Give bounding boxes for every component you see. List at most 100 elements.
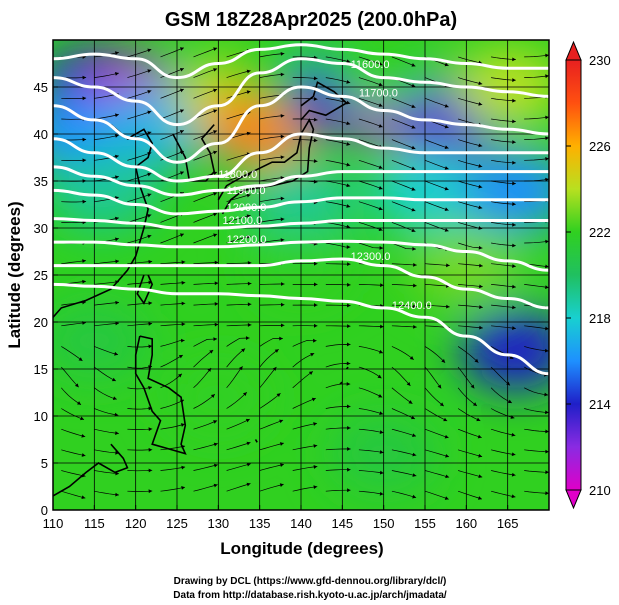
wind-arrowhead [247, 302, 252, 307]
wind-streamline [259, 197, 285, 203]
wind-arrowhead [246, 441, 251, 446]
wind-arrowhead [346, 204, 351, 208]
wind-arrowhead [478, 102, 483, 106]
wind-streamline [524, 408, 549, 413]
wind-streamline [226, 391, 248, 409]
wind-arrowhead [78, 357, 83, 361]
wind-streamline [94, 449, 119, 454]
wind-streamline [292, 97, 318, 100]
wind-arrowhead [213, 420, 218, 424]
wind-arrowhead [412, 433, 416, 437]
wind-streamline [325, 139, 351, 146]
wind-streamline [457, 56, 483, 64]
wind-arrowhead [81, 453, 86, 457]
wind-arrowhead [478, 205, 483, 210]
wind-streamline [524, 346, 549, 352]
wind-streamline [259, 366, 277, 389]
wind-arrowhead [545, 136, 549, 141]
coastline [136, 274, 154, 305]
wind-streamline [94, 366, 117, 382]
contour-label: 11800.0 [218, 169, 257, 181]
wind-streamline [391, 304, 417, 307]
colorbar-tick-label: 226 [589, 139, 611, 154]
wind-streamline [358, 242, 384, 249]
wind-streamline [94, 322, 120, 327]
wind-arrowhead [545, 264, 549, 269]
wind-streamline [94, 114, 119, 120]
wind-arrowhead [280, 51, 285, 56]
wind-arrowhead [214, 260, 219, 265]
wind-streamline [127, 193, 152, 203]
wind-streamline [61, 428, 86, 438]
wind-arrowhead [114, 412, 119, 417]
wind-streamline [457, 159, 483, 168]
wind-streamline [160, 423, 185, 430]
wind-streamline [391, 97, 416, 108]
wind-streamline [61, 449, 86, 457]
wind-streamline [424, 97, 449, 108]
wind-arrowhead [82, 137, 87, 142]
wind-arrowhead [512, 140, 516, 144]
wind-streamline [94, 155, 119, 161]
wind-arrowhead [347, 324, 351, 329]
wind-arrowhead [148, 301, 153, 306]
wind-arrowhead [512, 181, 516, 186]
wind-streamline [127, 469, 153, 472]
wind-arrowhead [378, 186, 383, 190]
wind-streamline [524, 54, 549, 58]
wind-arrowhead [445, 453, 449, 458]
wind-streamline [358, 325, 384, 328]
wind-arrowhead [246, 131, 251, 136]
wind-arrowhead [82, 279, 86, 284]
wind-arrowhead [313, 159, 318, 163]
wind-arrowhead [247, 323, 252, 327]
wind-arrowhead [280, 72, 285, 77]
wind-streamline [358, 97, 383, 107]
wind-arrowhead [545, 285, 549, 290]
wind-arrowhead [378, 165, 383, 169]
wind-streamline [358, 387, 383, 398]
wind-streamline [94, 387, 117, 400]
wind-streamline [94, 490, 119, 496]
wind-arrowhead [214, 302, 219, 306]
wind-arrowhead [114, 154, 119, 159]
temperature-cell [460, 310, 549, 391]
wind-arrowhead [379, 246, 384, 250]
wind-streamline [457, 490, 483, 500]
wind-streamline [358, 159, 383, 169]
wind-arrowhead [148, 280, 153, 285]
wind-arrowhead [545, 239, 549, 244]
wind-streamline [490, 346, 514, 360]
wind-streamline [193, 151, 218, 161]
wind-streamline [193, 68, 218, 78]
wind-streamline [160, 399, 185, 409]
wind-arrowhead [476, 417, 481, 422]
wind-arrowhead [511, 472, 516, 477]
wind-streamline [127, 490, 153, 492]
wind-arrowhead [378, 206, 383, 211]
wind-arrowhead [115, 259, 119, 264]
wind-streamline [226, 348, 246, 368]
wind-streamline [193, 324, 219, 327]
wind-streamline [226, 303, 252, 306]
wind-streamline [325, 363, 351, 368]
wind-streamline [458, 201, 483, 209]
wind-arrowhead [115, 300, 119, 305]
wind-streamline [226, 283, 252, 285]
wind-streamline [226, 90, 251, 99]
contour-12300.0 [53, 257, 549, 310]
x-tick-label: 135 [249, 516, 271, 531]
wind-streamline [292, 397, 316, 409]
wind-streamline [325, 77, 351, 84]
wind-arrowhead [346, 342, 351, 347]
wind-arrowhead [313, 422, 317, 426]
wind-arrowhead [411, 63, 416, 67]
wind-arrowhead [180, 338, 185, 343]
wind-streamline [226, 337, 250, 347]
wind-arrowhead [181, 260, 186, 265]
wind-arrowhead [346, 162, 351, 167]
wind-arrowhead [346, 245, 351, 249]
wind-arrowhead [213, 212, 218, 217]
y-tick-label: 20 [34, 315, 48, 330]
contour-11600.0 [53, 57, 549, 127]
